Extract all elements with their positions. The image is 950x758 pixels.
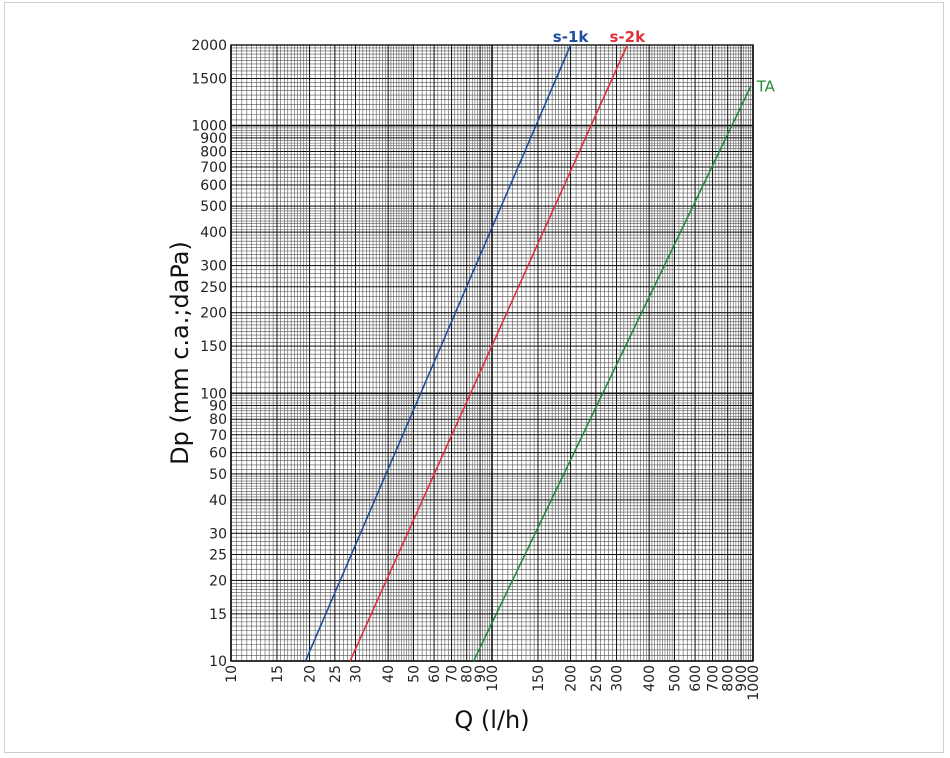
series-label-s-1k: s-1k bbox=[553, 28, 590, 46]
y-tick-label: 400 bbox=[200, 225, 227, 241]
x-tick-label: 1000 bbox=[746, 665, 762, 701]
y-tick-label: 250 bbox=[200, 280, 227, 296]
x-tick-label: 700 bbox=[706, 665, 722, 692]
y-tick-label: 40 bbox=[209, 493, 227, 509]
x-tick-label: 800 bbox=[721, 665, 737, 692]
x-tick-label: 40 bbox=[381, 665, 397, 683]
x-tick-label: 900 bbox=[734, 665, 750, 692]
y-tick-label: 150 bbox=[200, 339, 227, 355]
x-tick-label: 60 bbox=[427, 665, 443, 683]
major-grid bbox=[230, 44, 754, 662]
series-line-s-2k bbox=[349, 44, 629, 662]
y-tick-label: 500 bbox=[200, 199, 227, 215]
y-tick-label: 800 bbox=[200, 145, 227, 161]
x-tick-label: 10 bbox=[224, 665, 240, 683]
y-tick-label: 90 bbox=[209, 399, 227, 415]
y-tick-label: 30 bbox=[209, 526, 227, 542]
x-tick-label: 30 bbox=[349, 665, 365, 683]
y-tick-label: 15 bbox=[209, 607, 227, 623]
x-tick-label: 400 bbox=[642, 665, 658, 692]
y-tick-label: 20 bbox=[209, 573, 227, 589]
x-tick-label: 80 bbox=[460, 665, 476, 683]
x-tick-label: 250 bbox=[589, 665, 605, 692]
x-tick-label: 500 bbox=[667, 665, 683, 692]
x-tick-label: 25 bbox=[328, 665, 344, 683]
series-line-ta bbox=[472, 86, 752, 662]
chart-frame bbox=[4, 2, 944, 753]
y-tick-label: 200 bbox=[200, 306, 227, 322]
series-label-ta: TA bbox=[756, 78, 776, 96]
y-tick-label: 2000 bbox=[191, 38, 227, 54]
y-tick-label: 1000 bbox=[191, 119, 227, 135]
series-line-s-1k bbox=[304, 44, 572, 662]
y-tick-label: 1500 bbox=[191, 71, 227, 87]
x-tick-label: 300 bbox=[610, 665, 626, 692]
y-tick-label: 300 bbox=[200, 259, 227, 275]
series-label-s-2k: s-2k bbox=[610, 28, 647, 46]
y-tick-label: 600 bbox=[200, 178, 227, 194]
x-tick-label: 90 bbox=[473, 665, 489, 683]
x-tick-label: 70 bbox=[445, 665, 461, 683]
y-tick-label: 70 bbox=[209, 428, 227, 444]
series-labels: s-1k s-2k TA bbox=[553, 28, 776, 96]
y-tick-label: 25 bbox=[209, 548, 227, 564]
y-tick-label: 700 bbox=[200, 160, 227, 176]
y-axis-title: Dp (mm c.a.;daPa) bbox=[166, 241, 194, 465]
x-tick-label: 200 bbox=[564, 665, 580, 692]
y-tick-label: 10 bbox=[209, 654, 227, 670]
x-tick-label: 20 bbox=[303, 665, 319, 683]
x-tick-label: 50 bbox=[406, 665, 422, 683]
x-tick-label: 150 bbox=[531, 665, 547, 692]
x-tick-label: 100 bbox=[485, 665, 501, 692]
x-axis-title: Q (l/h) bbox=[454, 706, 529, 734]
y-tick-label: 100 bbox=[200, 386, 227, 402]
y-tick-label: 60 bbox=[209, 446, 227, 462]
x-tick-label: 15 bbox=[270, 665, 286, 683]
y-tick-label: 80 bbox=[209, 412, 227, 428]
y-tick-label: 900 bbox=[200, 131, 227, 147]
y-tick-label: 50 bbox=[209, 467, 227, 483]
x-tick-label: 600 bbox=[688, 665, 704, 692]
plot-border bbox=[230, 44, 754, 662]
series-lines bbox=[304, 44, 752, 662]
